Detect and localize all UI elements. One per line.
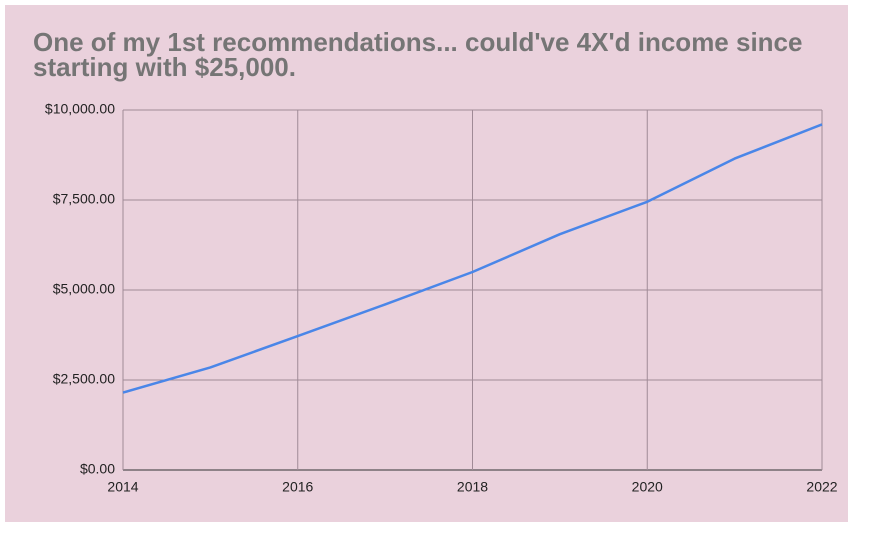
y-tick-label: $0.00 — [80, 461, 115, 477]
y-tick-label: $5,000.00 — [53, 281, 115, 297]
y-tick-label: $2,500.00 — [53, 371, 115, 387]
x-tick-label: 2014 — [107, 479, 138, 495]
y-tick-label: $10,000.00 — [45, 101, 115, 117]
chart-background — [5, 5, 848, 522]
chart-title: One of my 1st recommendations... could'v… — [33, 27, 803, 82]
x-tick-label: 2022 — [806, 479, 837, 495]
x-tick-label: 2018 — [457, 479, 488, 495]
x-tick-label: 2016 — [282, 479, 313, 495]
y-tick-label: $7,500.00 — [53, 191, 115, 207]
x-tick-label: 2020 — [632, 479, 663, 495]
line-series — [122, 123, 823, 394]
